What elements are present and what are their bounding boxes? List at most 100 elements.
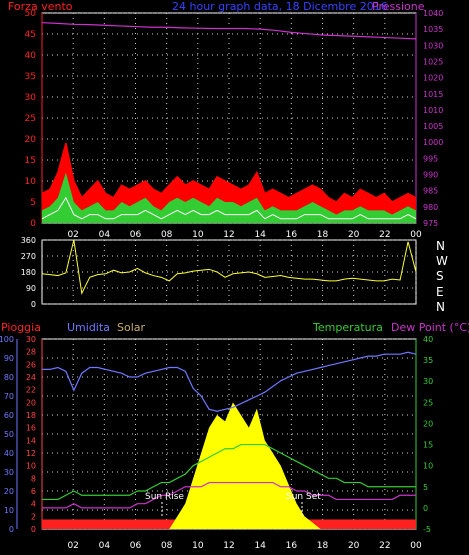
humidity-axis-tick: 60 [4, 411, 14, 420]
direction-axis-tick: 0 [31, 300, 36, 309]
pressure-axis-tick: 1015 [423, 90, 443, 99]
x-tick-label-bottom: 12 [223, 541, 234, 551]
pressure-axis-tick: 1035 [423, 25, 443, 34]
rain-axis-tick: 30 [26, 335, 36, 344]
temperature-axis-tick: 35 [423, 356, 433, 365]
x-tick-label-top: 00 [410, 230, 422, 240]
wind-axis-tick: 10 [25, 177, 37, 187]
solar-area [42, 402, 416, 529]
wind-gust-line [41, 143, 417, 203]
wind-speed-line [41, 196, 417, 220]
direction-panel-frame [41, 239, 417, 305]
rain-axis-tick: 8 [31, 474, 36, 483]
direction-axis-tick: 270 [21, 252, 36, 261]
pressure-axis-tick: 1005 [423, 122, 443, 131]
compass-n-top: N [436, 239, 445, 253]
chart-title: 24 hour graph data, 18 Dicembre 2016 [172, 0, 388, 13]
solar-label: Solar [117, 321, 146, 334]
temperature-axis-tick: -5 [423, 525, 431, 534]
pressure-axis-tick: 1030 [423, 41, 443, 50]
rain-axis-tick: 12 [26, 449, 36, 458]
wind-axis-tick: 50 [25, 9, 37, 19]
temperature-axis-tick: 5 [423, 483, 428, 492]
direction-axis-tick: 360 [21, 236, 36, 245]
x-tick-label-top: 12 [223, 230, 234, 240]
pressure-axis-tick: 1025 [423, 57, 443, 66]
wind-axis-tick: 15 [25, 156, 36, 166]
direction-axis-tick: 180 [21, 268, 36, 277]
humidity-axis-tick: 40 [4, 449, 14, 458]
pressure-line [41, 22, 417, 40]
humidity-axis-tick: 20 [4, 487, 14, 496]
pressure-axis-tick: 975 [423, 219, 438, 228]
compass-s: S [436, 269, 444, 283]
temperature-axis-tick: 20 [423, 419, 433, 428]
pressure-axis-tick: 985 [423, 187, 438, 196]
humidity-axis-tick: 10 [4, 506, 14, 515]
rain-axis-tick: 2 [31, 512, 36, 521]
x-tick-label-bottom: 16 [286, 541, 298, 551]
humidity-axis-tick: 0 [9, 525, 14, 534]
pressure-axis-tick: 990 [423, 171, 438, 180]
rain-axis-tick: 16 [26, 424, 36, 433]
wind-axis-tick: 35 [25, 72, 36, 82]
wind-axis-tick: 30 [25, 93, 37, 103]
chart-marks [41, 22, 417, 529]
temperature-axis-tick: 40 [423, 335, 433, 344]
x-tick-label-bottom: 10 [192, 541, 204, 551]
x-tick-label-top: 04 [99, 230, 111, 240]
humidity-axis-tick: 30 [4, 468, 14, 477]
humidity-axis-tick: 70 [4, 392, 14, 401]
x-tick-label-top: 22 [379, 230, 390, 240]
x-tick-label-top: 10 [192, 230, 204, 240]
x-tick-label-top: 16 [286, 230, 298, 240]
wind-axis-tick: 20 [25, 135, 37, 145]
wind-axis-tick: 40 [25, 51, 37, 61]
rain-axis-tick: 14 [26, 436, 36, 445]
x-tick-label-bottom: 02 [67, 541, 78, 551]
rain-axis-tick: 20 [26, 398, 36, 407]
wind-force-label: Forza vento [8, 0, 73, 13]
compass-e: E [436, 285, 444, 299]
rain-axis-tick: 4 [31, 500, 36, 509]
sun-set-label: Sun Set [286, 492, 321, 502]
temperature-axis-tick: 25 [423, 398, 433, 407]
sun-rise-label: Sun Rise [145, 492, 184, 502]
direction-axis-tick: 90 [26, 284, 36, 293]
pressure-axis-tick: 980 [423, 203, 438, 212]
dew-point-line [42, 481, 416, 509]
rain-axis-tick: 24 [26, 373, 36, 382]
wind-direction-line [41, 239, 417, 295]
pressure-axis-tick: 1040 [423, 9, 443, 18]
rain-label: Pioggia [1, 321, 41, 334]
wind-axis-tick: 45 [25, 30, 36, 40]
temperature-axis-tick: 0 [423, 504, 428, 513]
temperature-label: Temperatura [312, 321, 383, 334]
rain-axis-tick: 22 [26, 386, 36, 395]
x-tick-label-bottom: 18 [317, 541, 329, 551]
x-tick-label-bottom: 14 [254, 541, 266, 551]
pressure-label: Pressione [372, 0, 425, 13]
rain-axis-tick: 18 [26, 411, 36, 420]
pressure-axis-tick: 1020 [423, 74, 443, 83]
x-tick-label-top: 14 [254, 230, 266, 240]
humidity-axis-tick: 50 [4, 430, 14, 439]
pressure-axis-tick: 1000 [423, 138, 443, 147]
x-tick-label-bottom: 08 [161, 541, 173, 551]
x-tick-label-top: 06 [130, 230, 142, 240]
wind-axis-tick: 25 [25, 114, 36, 124]
rain-axis-tick: 26 [26, 360, 36, 369]
x-tick-label-top: 18 [317, 230, 329, 240]
x-tick-label-top: 08 [161, 230, 173, 240]
temperature-axis-tick: 15 [423, 441, 433, 450]
x-tick-label-bottom: 22 [379, 541, 390, 551]
pressure-axis-tick: 995 [423, 154, 438, 163]
rain-axis-tick: 6 [31, 487, 36, 496]
x-tick-label-bottom: 04 [99, 541, 111, 551]
temperature-line [42, 443, 416, 501]
wind-axis-tick: 5 [30, 198, 36, 208]
x-tick-label-bottom: 00 [410, 541, 422, 551]
x-tick-label-top: 02 [67, 230, 78, 240]
